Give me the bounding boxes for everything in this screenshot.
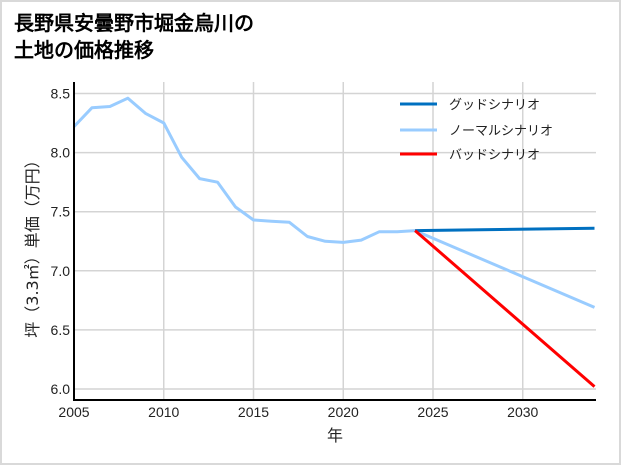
legend-label: ノーマルシナリオ [449,124,553,139]
x-tick-label: 2010 [148,404,179,420]
y-tick-label: 8.5 [51,86,71,102]
x-axis-label: 年 [327,426,343,445]
series-line [414,229,596,388]
x-tick-label: 2030 [507,404,538,420]
x-tick-label: 2005 [58,404,89,420]
chart-title-line1: 長野県安曇野市堀金烏川の [14,11,254,35]
y-tick-label: 8.0 [51,145,71,161]
x-tick-label: 2015 [238,404,269,420]
legend-label: バッドシナリオ [449,148,540,163]
y-axis-label: 坪（3.3㎡）単価（万円） [23,152,42,337]
series-line [415,226,595,233]
data-series [72,96,596,388]
chart-title-line2: 土地の価格推移 [14,38,154,62]
x-tick-label: 2020 [328,404,359,420]
chart-title: 長野県安曇野市堀金烏川の 土地の価格推移 [14,10,254,64]
series-line [72,96,596,309]
y-tick-label: 7.0 [51,263,71,279]
legend-label: グッドシナリオ [449,98,540,113]
x-tick-labels: 2005 2010 2015 2020 2025 2030 [58,404,538,420]
y-tick-label: 6.0 [51,381,71,397]
x-tick-label: 2025 [417,404,448,420]
y-tick-label: 6.5 [51,322,71,338]
axes [73,82,596,401]
y-tick-label: 7.5 [51,204,71,220]
y-tick-labels: 6.0 6.5 7.0 7.5 8.0 8.5 [51,86,71,398]
